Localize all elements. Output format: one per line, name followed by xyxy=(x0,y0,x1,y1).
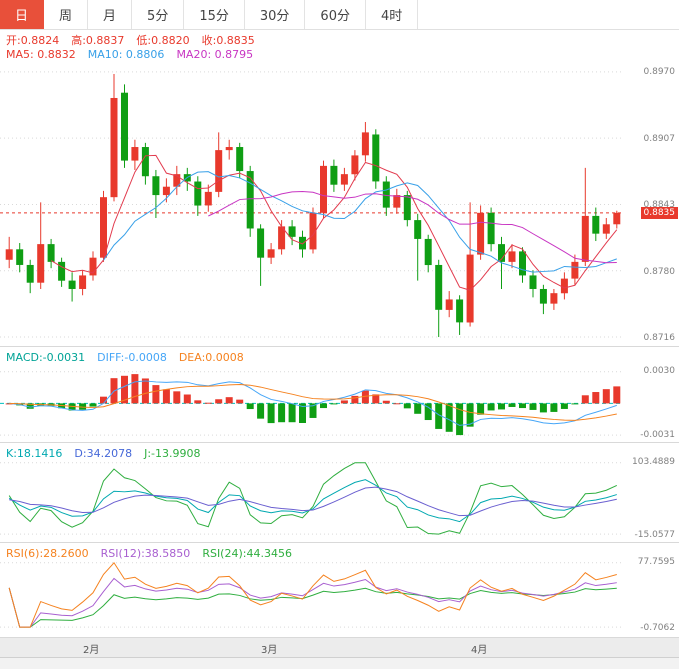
y-axis-label: 0.8970 xyxy=(643,67,676,77)
tab-5分[interactable]: 5分 xyxy=(132,0,185,29)
tab-月[interactable]: 月 xyxy=(88,0,133,29)
x-axis-label: 4月 xyxy=(471,645,488,656)
y-axis-label: 0.8780 xyxy=(643,267,676,277)
y-axis-label: -0.7062 xyxy=(640,623,675,633)
rsi12-value: RSI(12):38.5850 xyxy=(100,547,191,560)
ohlc-readout: 开:0.8824 高:0.8837 低:0.8820 收:0.8835 xyxy=(6,34,255,47)
macd-chart xyxy=(0,371,622,436)
close-value: 收:0.8835 xyxy=(201,34,255,47)
kdj-chart xyxy=(0,462,622,535)
open-value: 开:0.8824 xyxy=(6,34,60,47)
y-axis-label: -0.0031 xyxy=(640,430,675,440)
price-candlestick-panel[interactable]: 开:0.8824 高:0.8837 低:0.8820 收:0.8835 MA5:… xyxy=(0,30,679,347)
ma-readout: MA5: 0.8832 MA10: 0.8806 MA20: 0.8795 xyxy=(6,48,253,61)
k-value: K:18.1416 xyxy=(6,447,63,460)
tab-日[interactable]: 日 xyxy=(0,0,45,29)
last-price-badge: 0.8835 xyxy=(640,207,678,219)
y-axis-label: 103.4889 xyxy=(632,457,675,467)
macd-value: MACD:-0.0031 xyxy=(6,351,86,364)
x-axis-label: 2月 xyxy=(83,645,100,656)
rsi-chart xyxy=(0,561,622,628)
rsi-readout: RSI(6):28.2600 RSI(12):38.5850 RSI(24):4… xyxy=(6,547,292,560)
low-value: 低:0.8820 xyxy=(136,34,190,47)
y-axis-label: -15.0577 xyxy=(634,530,675,540)
timeframe-tabbar: 日周月 5分 15分 30分 60分 4时 xyxy=(0,0,679,30)
dea-value: DEA:0.0008 xyxy=(178,351,244,364)
rsi24-value: RSI(24):44.3456 xyxy=(202,547,292,560)
ma5-value: MA5: 0.8832 xyxy=(6,48,76,61)
y-axis-label: 0.8843 xyxy=(643,200,676,210)
macd-readout: MACD:-0.0031 DIFF:-0.0008 DEA:0.0008 xyxy=(6,351,244,364)
diff-value: DIFF:-0.0008 xyxy=(97,351,167,364)
high-value: 高:0.8837 xyxy=(71,34,125,47)
j-value: J:-13.9908 xyxy=(144,447,201,460)
y-axis-label: 77.7595 xyxy=(637,557,675,567)
y-axis-label: 0.0030 xyxy=(643,366,676,376)
ma10-value: MA10: 0.8806 xyxy=(87,48,165,61)
rsi-panel[interactable]: RSI(6):28.2600 RSI(12):38.5850 RSI(24):4… xyxy=(0,543,679,638)
time-axis: 2月 3月 4月 xyxy=(0,638,679,658)
kdj-readout: K:18.1416 D:34.2078 J:-13.9908 xyxy=(6,447,201,460)
tab-周[interactable]: 周 xyxy=(44,0,89,29)
y-axis-label: 0.8716 xyxy=(643,333,676,343)
kdj-panel[interactable]: K:18.1416 D:34.2078 J:-13.9908 103.4889 -… xyxy=(0,443,679,543)
rsi6-value: RSI(6):28.2600 xyxy=(6,547,89,560)
tab-4时[interactable]: 4时 xyxy=(365,0,419,29)
d-value: D:34.2078 xyxy=(74,447,133,460)
ma20-value: MA20: 0.8795 xyxy=(176,48,254,61)
candlestick-chart xyxy=(0,71,622,338)
tab-60分[interactable]: 60分 xyxy=(305,0,366,29)
y-axis-label: 0.8907 xyxy=(643,134,676,144)
x-axis-label: 3月 xyxy=(261,645,278,656)
bottom-strip xyxy=(0,658,679,669)
tab-30分[interactable]: 30分 xyxy=(244,0,306,29)
tab-15分[interactable]: 15分 xyxy=(184,0,245,29)
macd-panel[interactable]: MACD:-0.0031 DIFF:-0.0008 DEA:0.0008 0.0… xyxy=(0,347,679,443)
